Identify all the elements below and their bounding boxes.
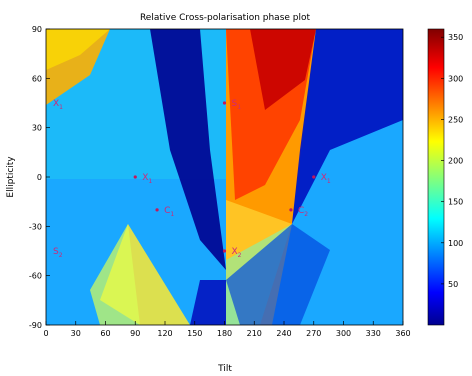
y-tick-label: -60 [29, 272, 42, 281]
annotation-dot [312, 175, 316, 179]
y-tick-label: 30 [32, 124, 42, 133]
annotation-dot [289, 208, 293, 212]
y-axis-label: Ellipticity [6, 156, 16, 198]
x-tick-label: 180 [217, 329, 232, 338]
annotation-label: X1 [53, 99, 63, 111]
x-tick-label: 120 [157, 329, 172, 338]
x-tick-label: 270 [306, 329, 321, 338]
chart-title: Relative Cross-polarisation phase plot [140, 13, 311, 23]
colorbar [427, 28, 445, 326]
annotation-dot [133, 175, 137, 179]
colorbar-tick-label: 300 [448, 74, 463, 83]
annotation-label: X1 [321, 173, 331, 185]
colorbar-tick-label: 50 [448, 280, 458, 289]
x-axis-label: Tilt [217, 364, 232, 374]
annotations: X1 X1 X1 S1 S2 C1 C2 X2 [53, 99, 331, 259]
annotation-dot [155, 208, 159, 212]
heatmap-region-dark-band-3 [226, 224, 330, 325]
annotation-dot [222, 249, 227, 253]
colorbar-tick-label: 200 [448, 157, 463, 166]
y-tick-label: 90 [32, 25, 42, 34]
x-axis: 0 30 60 90 120 150 180 210 240 270 300 330 360 [43, 321, 411, 338]
annotation-label: S2 [53, 247, 63, 259]
annotation-label: C1 [164, 206, 174, 218]
x-tick-label: 30 [71, 329, 81, 338]
y-tick-label: 60 [32, 74, 42, 83]
heatmap-area [46, 29, 403, 325]
annotation-dot [222, 101, 227, 105]
annotation-label: C2 [298, 206, 308, 218]
colorbar-tick-label: 350 [448, 33, 463, 42]
colorbar-tick-label: 250 [448, 115, 463, 124]
annotation-label: X1 [142, 173, 152, 185]
x-tick-label: 330 [366, 329, 381, 338]
heatmap-region-center-darkred [250, 29, 316, 110]
colorbar-axis: 50 100 150 200 250 300 350 [441, 33, 463, 289]
heatmap-region-dark-band-1 [150, 29, 226, 270]
colorbar-tick-label: 150 [448, 198, 463, 207]
y-tick-label: -90 [29, 321, 42, 330]
annotation-label: X2 [232, 247, 242, 259]
heatmap-region-top-left-yellow [46, 29, 110, 70]
heatmap-region-dark-band-4 [190, 280, 226, 325]
x-tick-label: 0 [43, 329, 48, 338]
heatmap-region-lower-left-green [90, 224, 140, 325]
annotation-label: S1 [232, 99, 242, 111]
x-tick-label: 90 [130, 329, 140, 338]
heatmap-region-dark-band-2 [292, 29, 403, 224]
x-tick-label: 240 [276, 329, 291, 338]
y-axis: -90 -60 -30 0 30 60 90 [29, 25, 50, 330]
x-tick-label: 360 [395, 329, 410, 338]
y-tick-label: -30 [29, 222, 42, 231]
colorbar-tick-label: 100 [448, 239, 463, 248]
y-tick-label: 0 [37, 173, 42, 182]
x-tick-label: 210 [247, 329, 262, 338]
x-tick-label: 300 [336, 329, 351, 338]
x-tick-label: 60 [100, 329, 110, 338]
x-tick-label: 150 [187, 329, 202, 338]
